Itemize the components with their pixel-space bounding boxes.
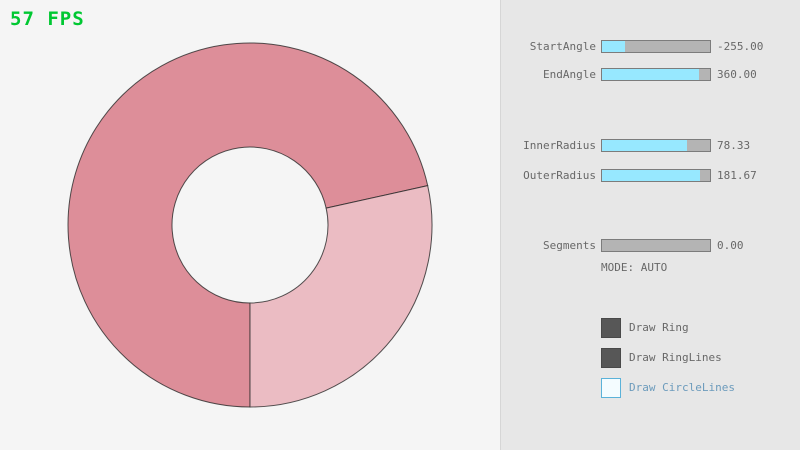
endangle-row: EndAngle 360.00: [501, 68, 800, 81]
endangle-value: 360.00: [717, 68, 757, 81]
fps-counter: 57 FPS: [10, 8, 85, 30]
draw-circlelines-label: Draw CircleLines: [629, 381, 735, 394]
segments-value: 0.00: [717, 239, 744, 252]
endangle-slider[interactable]: [601, 68, 711, 81]
draw-ringlines-checkbox[interactable]: [601, 348, 621, 368]
segments-label: Segments: [543, 239, 596, 252]
innerradius-row: InnerRadius 78.33: [501, 139, 800, 152]
outerradius-slider[interactable]: [601, 169, 711, 182]
draw-ringlines-label: Draw RingLines: [629, 351, 722, 364]
innerradius-slider[interactable]: [601, 139, 711, 152]
innerradius-value: 78.33: [717, 139, 751, 152]
startangle-slider-fill: [602, 41, 626, 52]
ring-sector-single: [249, 185, 433, 408]
draw-ringlines-checkbox-row[interactable]: Draw RingLines: [601, 348, 791, 368]
draw-ring-label: Draw Ring: [629, 321, 689, 334]
endangle-label: EndAngle: [543, 68, 596, 81]
innerradius-label: InnerRadius: [523, 139, 596, 152]
startangle-row: StartAngle -255.00: [501, 40, 800, 53]
outerradius-row: OuterRadius 181.67: [501, 169, 800, 182]
draw-ring-checkbox-row[interactable]: Draw Ring: [601, 318, 791, 338]
startangle-value: -255.00: [717, 40, 764, 53]
draw-ring-checkbox[interactable]: [601, 318, 621, 338]
outerradius-value: 181.67: [717, 169, 757, 182]
draw-circlelines-checkbox[interactable]: [601, 378, 621, 398]
outerradius-label: OuterRadius: [523, 169, 596, 182]
segments-slider[interactable]: [601, 239, 711, 252]
ring-sector-overlap: [67, 42, 429, 408]
startangle-label: StartAngle: [529, 40, 596, 53]
side-panel: StartAngle -255.00 EndAngle 360.00 Inner…: [500, 0, 800, 450]
innerradius-slider-fill: [602, 140, 687, 151]
ring-canvas: [67, 42, 433, 408]
startangle-slider[interactable]: [601, 40, 711, 53]
mode-text: MODE: AUTO: [601, 261, 668, 274]
draw-circlelines-checkbox-row[interactable]: Draw CircleLines: [601, 378, 791, 398]
segments-row: Segments 0.00: [501, 239, 800, 252]
outerradius-slider-fill: [602, 170, 701, 181]
endangle-slider-fill: [602, 69, 700, 80]
